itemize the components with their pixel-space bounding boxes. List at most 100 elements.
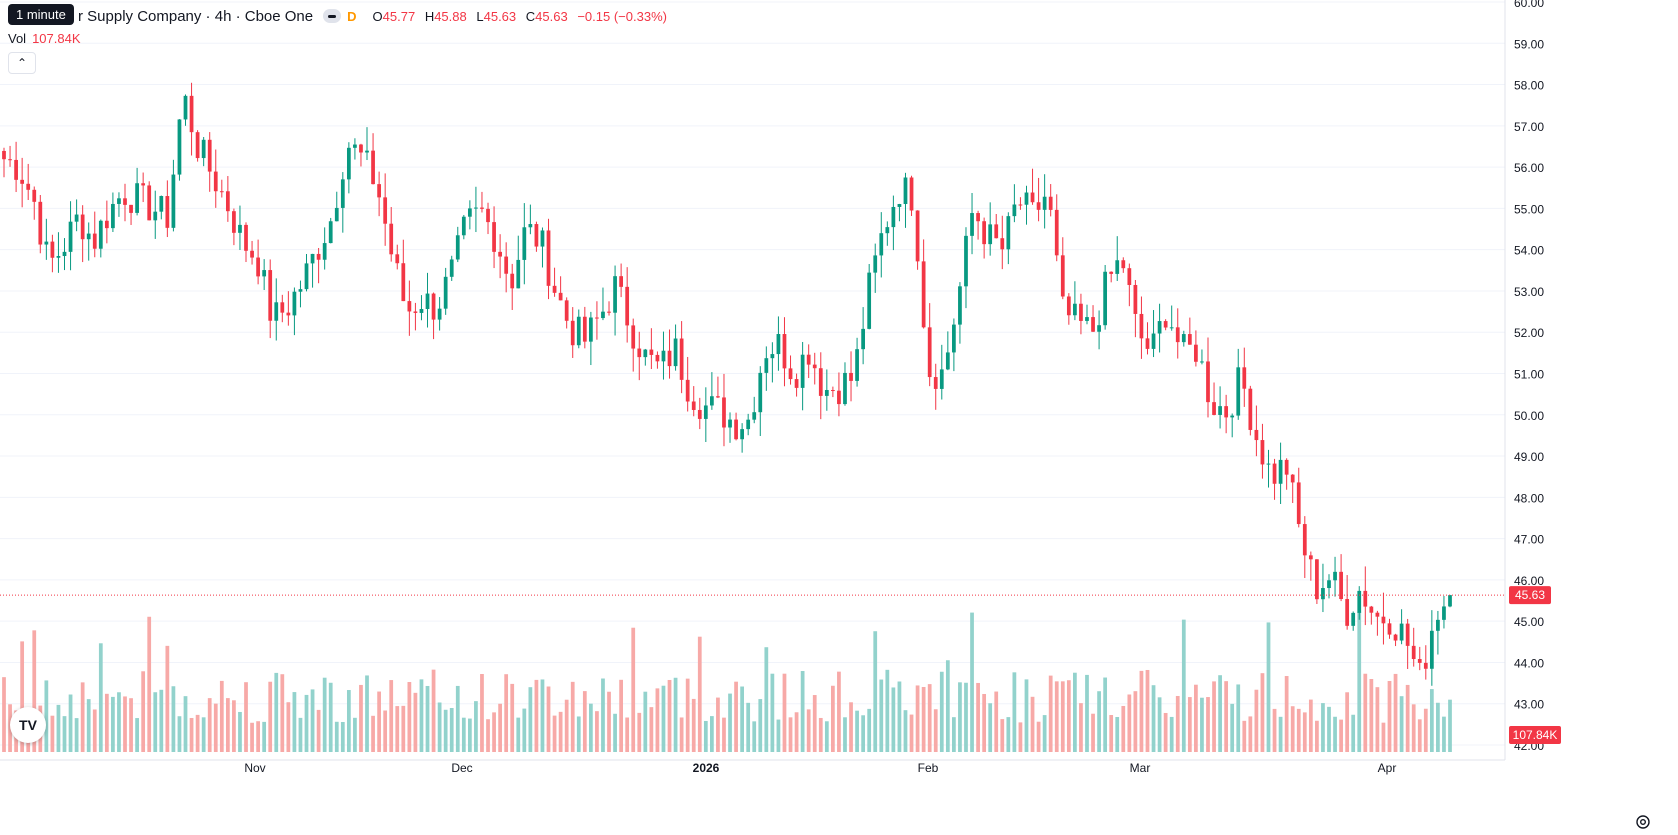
candle-body: [74, 214, 79, 222]
volume-bar: [1327, 706, 1331, 752]
candle-body: [988, 224, 993, 245]
volume-bar: [818, 717, 823, 752]
volume-bar: [824, 721, 829, 752]
tradingview-logo-icon[interactable]: TV: [10, 707, 46, 743]
candle-body: [1345, 599, 1350, 626]
candle-body: [207, 139, 212, 172]
volume-bar: [885, 669, 890, 752]
candle-body: [1181, 334, 1186, 343]
volume-bar: [1369, 679, 1374, 752]
volume-bar: [873, 631, 878, 752]
volume-bar: [1079, 703, 1083, 752]
volume-bar: [383, 710, 388, 752]
volume-bar: [322, 677, 327, 752]
volume-bar: [1151, 685, 1156, 752]
volume-bar: [474, 701, 478, 752]
volume-bar: [1242, 720, 1247, 752]
candle-body: [68, 221, 73, 252]
volume-value: 107.84K: [32, 31, 81, 46]
volume-bar: [679, 717, 684, 752]
volume-bar: [1345, 692, 1350, 752]
candle-body: [1254, 429, 1259, 441]
candle-body: [1411, 645, 1416, 660]
candle-body: [1115, 260, 1120, 274]
volume-bar: [709, 716, 714, 752]
volume-bar: [213, 703, 218, 752]
volume-bar: [976, 682, 980, 752]
time-axis[interactable]: Nov Dec 2026 Feb Mar Apr: [244, 761, 1396, 775]
candle-body: [528, 224, 533, 228]
price-axis[interactable]: 42.0043.0044.0045.0046.0047.0048.0049.00…: [0, 0, 1561, 761]
close-label: C: [525, 8, 536, 24]
candle-body: [38, 201, 43, 245]
volume-bar: [1187, 697, 1192, 752]
gear-icon[interactable]: [1634, 813, 1652, 831]
volume-bar: [443, 709, 448, 752]
candle-body: [764, 358, 769, 373]
last-volume-badge: [1509, 726, 1561, 744]
volume-bar: [328, 682, 333, 752]
volume-bar: [1357, 611, 1362, 752]
volume-bar: [256, 721, 260, 752]
candle-body: [467, 208, 472, 217]
candle-body: [740, 429, 745, 440]
candle-body: [1333, 571, 1337, 581]
candle-body: [788, 368, 793, 380]
candle-body: [86, 233, 91, 240]
volume-bar: [371, 715, 375, 752]
candle-body: [1121, 260, 1126, 269]
volume-bar: [655, 688, 660, 752]
candle-body: [159, 196, 164, 212]
market-status-icon[interactable]: [323, 9, 342, 23]
volume-bar: [595, 711, 599, 752]
candle-body: [1423, 662, 1428, 669]
candle-body: [1194, 344, 1198, 362]
change-value: −0.15 (−0.33%): [577, 8, 667, 24]
candle-body: [897, 204, 902, 207]
candle-body: [855, 349, 859, 381]
candle-body: [970, 213, 974, 236]
candle-body: [316, 253, 321, 260]
volume-bar: [534, 679, 539, 752]
symbol-legend: r Supply Company · 4h · Cboe One D O45.7…: [8, 6, 667, 26]
candle-body: [8, 159, 12, 161]
candle-body: [153, 211, 158, 221]
candle-body: [831, 390, 835, 392]
candle-body: [588, 317, 593, 342]
candle-body: [861, 328, 866, 350]
volume-bar: [1423, 708, 1428, 752]
volume-bar: [32, 630, 37, 752]
volume-bar: [159, 689, 164, 752]
volume-bar: [1254, 689, 1259, 752]
symbol-title[interactable]: r Supply Company · 4h · Cboe One: [78, 7, 314, 25]
candle-body: [1218, 406, 1222, 415]
volume-bar: [1375, 687, 1380, 752]
collapse-legend-button[interactable]: ⌃: [8, 52, 36, 74]
volume-bar: [117, 692, 121, 752]
candle-body: [1266, 463, 1271, 465]
candle-body: [250, 250, 254, 258]
volume-bar: [1097, 691, 1101, 752]
volume-bar: [274, 672, 279, 752]
volume-bar: [1339, 719, 1343, 752]
volume-bar: [104, 693, 109, 752]
candle-body: [576, 316, 581, 346]
price-tick-label: 58.00: [1514, 79, 1544, 93]
candle-body: [806, 354, 811, 365]
price-tick-label: 53.00: [1514, 285, 1544, 299]
price-tick-label: 52.00: [1514, 326, 1544, 340]
candle-body: [1169, 327, 1174, 329]
candle-body: [377, 184, 381, 198]
candle-body: [655, 354, 660, 362]
volume-bar: [691, 698, 696, 752]
volume-bar: [1048, 675, 1053, 752]
candle-body: [1321, 588, 1325, 600]
volume-bar: [522, 708, 527, 752]
volume-bar: [1381, 722, 1386, 752]
delayed-data-flag[interactable]: D: [347, 8, 357, 24]
volume-bar: [752, 721, 757, 752]
volume-bar: [189, 717, 194, 752]
volume-bar: [601, 678, 605, 752]
candle-body: [800, 354, 805, 388]
